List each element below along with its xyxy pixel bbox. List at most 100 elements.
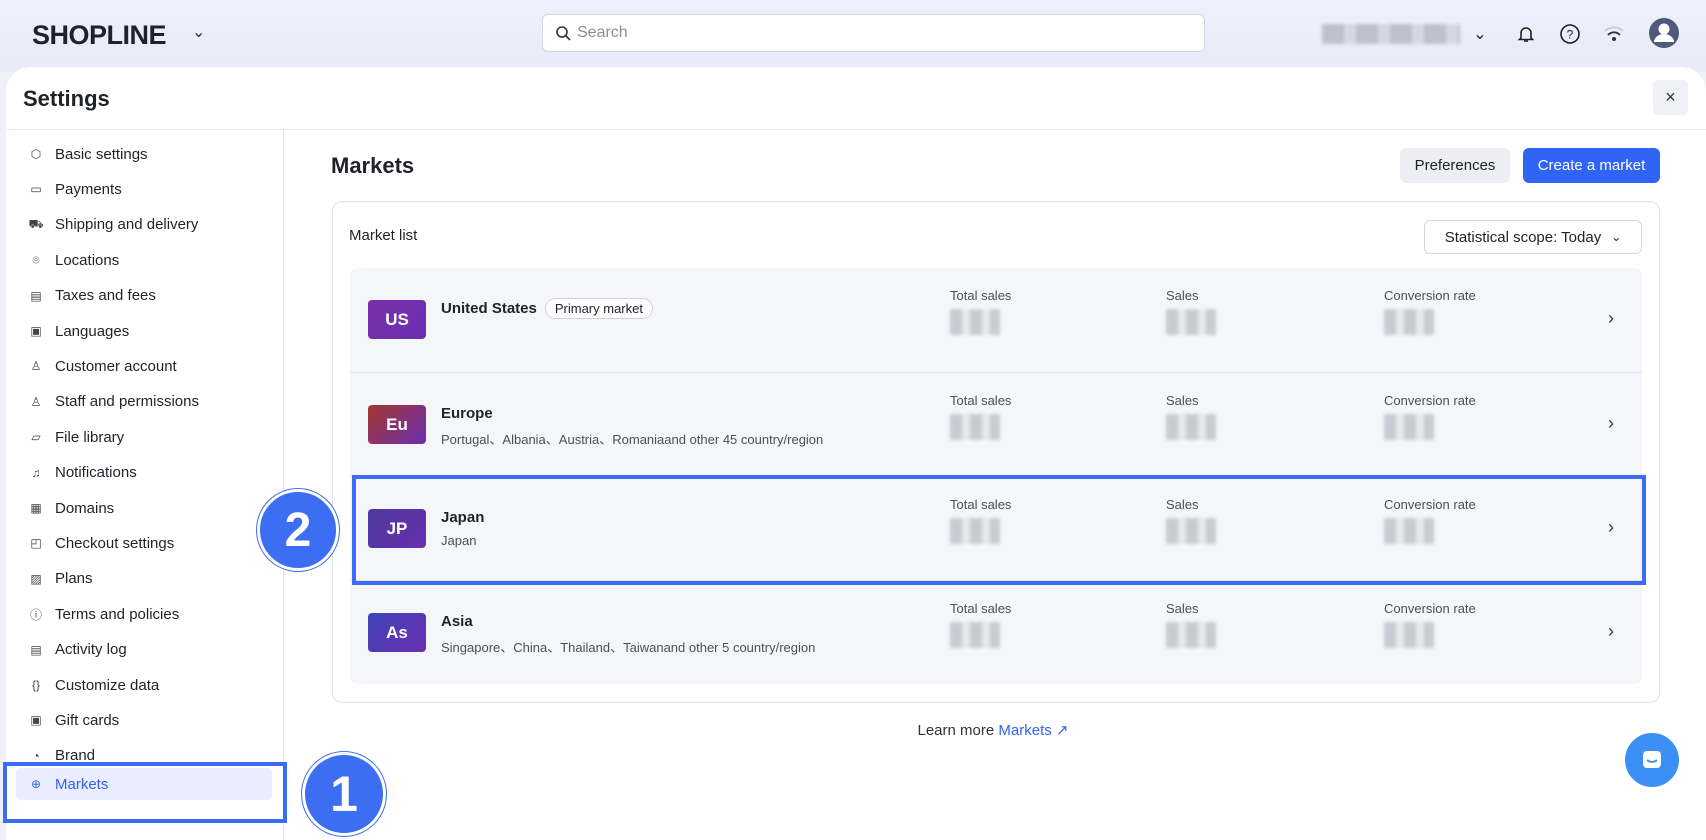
annotation-step-2: 2 xyxy=(257,489,339,571)
shopline-logo[interactable]: SHOPLINE xyxy=(32,20,167,50)
market-list-label: Market list xyxy=(349,227,418,244)
chevron-right-icon[interactable]: › xyxy=(1608,621,1614,641)
close-button[interactable]: × xyxy=(1653,80,1688,115)
sidebar-item-label: Languages xyxy=(55,322,130,340)
search-input[interactable]: Search xyxy=(542,14,1205,52)
sidebar-item-label: Customer account xyxy=(55,357,177,375)
sidebar-item-label: Customize data xyxy=(55,676,160,694)
sidebar-item-basic-settings[interactable]: ⬡ Basic settings xyxy=(16,138,272,170)
preferences-button[interactable]: Preferences xyxy=(1400,148,1510,183)
chevron-right-icon[interactable]: › xyxy=(1608,308,1614,328)
sidebar-item-notifications[interactable]: ♫ Notifications xyxy=(16,457,272,489)
market-name: Europe xyxy=(441,405,493,422)
stat-label: Conversion rate xyxy=(1384,601,1476,616)
store-switch-chevron-icon[interactable]: ⌄ xyxy=(192,24,206,41)
bag-icon: ◰ xyxy=(30,536,42,551)
stat-column: Conversion rate xyxy=(1384,393,1476,440)
market-regions: Portugal、Albania、Austria、Romaniaand othe… xyxy=(441,432,824,447)
sidebar-item-taxes-and-fees[interactable]: ▤ Taxes and fees xyxy=(16,280,272,312)
market-name: Japan xyxy=(441,509,484,526)
chevron-down-icon: ⌄ xyxy=(1611,230,1622,244)
staff-icon: ♙ xyxy=(30,394,42,409)
stat-label: Total sales xyxy=(950,393,1012,408)
sidebar-item-label: Locations xyxy=(55,251,120,269)
user-icon: ♙ xyxy=(30,359,42,374)
external-link-icon[interactable]: ↗ xyxy=(1055,722,1069,739)
stat-value-blurred xyxy=(950,414,1000,440)
sidebar-item-label: Notifications xyxy=(55,464,137,482)
sidebar-item-locations[interactable]: ⌾ Locations xyxy=(16,244,272,276)
market-avatar: As xyxy=(368,613,426,652)
sidebar-item-label: Brand xyxy=(55,747,96,765)
sidebar-item-markets[interactable]: ⊕ Markets xyxy=(16,768,272,800)
store-name-blurred[interactable] xyxy=(1322,24,1460,44)
market-avatar: US xyxy=(368,300,426,339)
stat-value-blurred xyxy=(1166,309,1216,335)
sidebar-item-customer-account[interactable]: ♙ Customer account xyxy=(16,350,272,382)
help-icon[interactable]: ? xyxy=(1558,22,1582,46)
sidebar-item-shipping-and-delivery[interactable]: ⛟ Shipping and delivery xyxy=(16,209,272,241)
learn-more: Learn more Markets ↗ xyxy=(0,721,1706,739)
statistical-scope-dropdown[interactable]: Statistical scope: Today ⌄ xyxy=(1424,220,1642,254)
sidebar-item-file-library[interactable]: ▱ File library xyxy=(16,421,272,453)
stat-value-blurred xyxy=(1166,622,1216,648)
annotation-step-1: 1 xyxy=(302,752,386,836)
sidebar-item-label: File library xyxy=(55,428,125,446)
market-row[interactable]: As Asia Singapore、China、Thailand、Taiwanand… xyxy=(350,580,1642,684)
stat-column: Sales xyxy=(1166,288,1216,335)
plan-icon: ▨ xyxy=(30,571,42,586)
header-divider xyxy=(6,129,1706,130)
account-chevron-icon[interactable]: ⌄ xyxy=(1473,26,1487,43)
sidebar-item-languages[interactable]: ▣ Languages xyxy=(16,315,272,347)
sidebar-item-label: Gift cards xyxy=(55,711,120,729)
wifi-icon[interactable] xyxy=(1602,22,1626,46)
bell-icon[interactable] xyxy=(1514,22,1538,46)
truck-icon: ⛟ xyxy=(28,216,44,231)
market-list-card xyxy=(332,201,1660,703)
stat-value-blurred xyxy=(1384,518,1434,544)
avatar[interactable] xyxy=(1648,17,1680,49)
sidebar-item-label: Activity log xyxy=(55,641,127,659)
annotation-highlight-japan xyxy=(352,475,1646,585)
stat-label: Total sales xyxy=(950,497,1012,512)
sidebar-item-brand[interactable]: ◔ Brand xyxy=(16,740,272,772)
stat-label: Sales xyxy=(1166,393,1199,408)
stat-value-blurred xyxy=(950,309,1000,335)
market-row[interactable]: Eu Europe Portugal、Albania、Austria、Romania… xyxy=(350,372,1642,476)
braces-icon: {} xyxy=(31,678,40,692)
chevron-right-icon[interactable]: › xyxy=(1608,517,1614,537)
stat-column: Sales xyxy=(1166,601,1216,648)
log-icon: ▤ xyxy=(30,642,42,657)
folder-icon: ▱ xyxy=(31,430,41,445)
stat-label: Sales xyxy=(1166,601,1199,616)
stat-label: Total sales xyxy=(950,288,1012,303)
sidebar-item-customize-data[interactable]: {} Customize data xyxy=(16,669,272,701)
create-market-button[interactable]: Create a market xyxy=(1523,148,1660,183)
top-bar: SHOPLINE ⌄ Search ⌄ ? xyxy=(0,0,1706,72)
market-name: United States Primary market xyxy=(441,298,653,319)
sidebar-item-label: Plans xyxy=(55,570,93,588)
sidebar-item-staff-and-permissions[interactable]: ♙ Staff and permissions xyxy=(16,386,272,418)
market-name-text: Asia xyxy=(441,613,473,630)
primary-market-badge: Primary market xyxy=(544,298,653,319)
stat-value-blurred xyxy=(1384,309,1434,335)
pin-icon: ⌾ xyxy=(32,252,40,267)
chevron-right-icon[interactable]: › xyxy=(1608,413,1614,433)
market-name-text: Europe xyxy=(441,405,493,422)
markets-help-link[interactable]: Markets xyxy=(998,722,1052,739)
sidebar-item-gift-cards[interactable]: ▣ Gift cards xyxy=(16,704,272,736)
market-row[interactable]: US United States Primary market Total sales… xyxy=(350,268,1642,372)
sidebar-item-domains[interactable]: ▦ Domains xyxy=(16,492,272,524)
stat-label: Conversion rate xyxy=(1384,393,1476,408)
sidebar-item-checkout-settings[interactable]: ◰ Checkout settings xyxy=(16,527,272,559)
sidebar-item-plans[interactable]: ▨ Plans xyxy=(16,563,272,595)
market-avatar: JP xyxy=(368,509,426,548)
chat-support-button[interactable] xyxy=(1625,733,1679,787)
sidebar-item-terms-and-policies[interactable]: ⓘ Terms and policies xyxy=(16,598,272,630)
sidebar-item-activity-log[interactable]: ▤ Activity log xyxy=(16,634,272,666)
search-placeholder: Search xyxy=(577,24,628,41)
search-icon xyxy=(556,26,571,41)
receipt-icon: ▤ xyxy=(30,288,42,303)
sidebar-item-payments[interactable]: ▭ Payments xyxy=(16,173,272,205)
stat-column: Total sales xyxy=(950,601,1011,648)
